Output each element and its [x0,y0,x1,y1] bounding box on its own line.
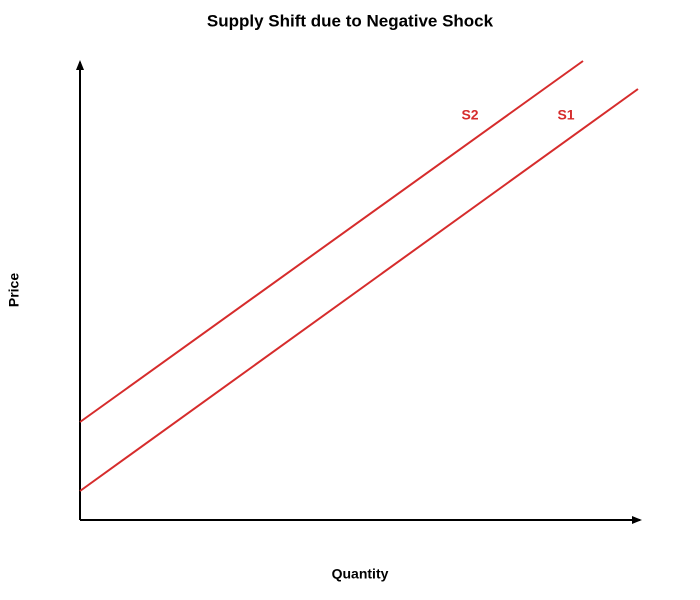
supply-curve-s2 [79,60,584,423]
x-axis-label: Quantity [332,566,389,582]
title: Supply Shift due to Negative Shock [207,11,494,30]
supply-curve-s1 [79,88,639,492]
curve-label: S1 [557,107,574,123]
curve-label: S2 [461,107,478,123]
y-axis-label: Price [6,273,22,307]
